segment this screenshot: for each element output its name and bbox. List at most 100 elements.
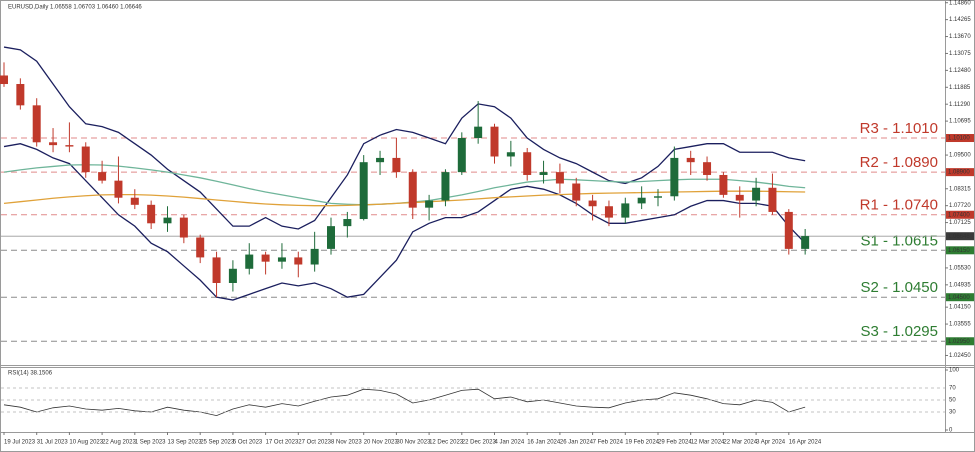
candle-body xyxy=(359,162,368,220)
candle-body xyxy=(506,152,515,157)
level-label: R2 - 1.0890 xyxy=(860,154,938,171)
y-tick-label: 1.04150 xyxy=(949,305,971,311)
candle-body xyxy=(245,254,254,269)
candle-body xyxy=(572,183,581,201)
y-tick-label: 1.10695 xyxy=(949,119,971,125)
chart-title: EURUSD,Daily 1.06558 1.06703 1.06460 1.0… xyxy=(8,5,142,11)
candle-body xyxy=(343,219,352,227)
candle-body xyxy=(130,197,139,205)
y-tick-label: 1.02450 xyxy=(949,353,971,359)
x-tick-label: 20 Nov 2023 xyxy=(364,440,399,446)
candle-body xyxy=(277,257,286,262)
x-tick-label: 25 Sep 2023 xyxy=(200,440,235,446)
x-tick-label: 22 Aug 2023 xyxy=(102,440,136,446)
candle-body xyxy=(490,126,499,157)
rsi-tick-label: 70 xyxy=(949,386,956,392)
y-tick-label: 1.12480 xyxy=(949,68,971,74)
x-tick-label: 4 Jan 2024 xyxy=(495,440,525,446)
y-tick-label: 1.09500 xyxy=(949,153,971,159)
candle-body xyxy=(98,172,107,181)
x-tick-label: 27 Oct 2023 xyxy=(298,440,331,446)
y-tick-label: 1.14265 xyxy=(949,17,971,23)
candle-body xyxy=(752,187,761,201)
rsi-tick-label: 100 xyxy=(949,368,960,374)
overlay-line xyxy=(3,143,806,301)
candle-body xyxy=(654,196,662,198)
candle-body xyxy=(16,84,25,106)
x-tick-label: 22 Dec 2023 xyxy=(462,440,497,446)
level-axis-box xyxy=(946,293,974,302)
candle-body xyxy=(801,236,810,249)
candle-body xyxy=(261,254,270,262)
x-tick-label: 30 Nov 2023 xyxy=(396,440,431,446)
rsi-tick-label: 0 xyxy=(949,428,953,434)
y-tick-label: 1.14860 xyxy=(949,0,971,6)
x-tick-label: 22 Mar 2024 xyxy=(723,440,757,446)
x-tick-label: 1 Sep 2023 xyxy=(135,440,166,446)
candle-body xyxy=(114,180,123,198)
candle-body xyxy=(147,204,156,224)
x-tick-label: 31 Jul 2023 xyxy=(37,440,69,446)
x-tick-label: 12 Dec 2023 xyxy=(429,440,464,446)
level-axis-label: 1.07400 xyxy=(948,212,970,218)
x-tick-label: 26 Jan 2024 xyxy=(560,440,594,446)
candle-body xyxy=(392,157,401,173)
rsi-label: RSI(14) 38.1506 xyxy=(8,371,53,377)
candle-body xyxy=(441,172,450,201)
x-tick-label: 17 Oct 2023 xyxy=(266,440,299,446)
current-price-label: 1.06646 xyxy=(948,234,970,240)
level-label: R3 - 1.1010 xyxy=(860,120,938,137)
rsi-tick-label: 30 xyxy=(949,410,956,416)
candle-body xyxy=(327,226,335,249)
candle-body xyxy=(65,145,74,147)
level-label: S3 - 1.0295 xyxy=(860,323,938,340)
level-axis-box xyxy=(946,134,974,143)
candle-body xyxy=(588,200,597,207)
candles xyxy=(0,62,810,298)
candle-body xyxy=(212,257,221,283)
candle-body xyxy=(670,157,679,197)
level-axis-label: 1.02950 xyxy=(948,339,970,345)
y-tick-label: 1.03555 xyxy=(949,322,971,328)
candle-body xyxy=(686,157,695,163)
y-tick-label: 1.04935 xyxy=(949,282,971,288)
candle-body xyxy=(523,152,532,175)
candle-body xyxy=(784,211,793,249)
y-tick-label: 1.05530 xyxy=(949,266,971,272)
candle-body xyxy=(196,237,205,258)
y-tick-label: 1.08315 xyxy=(949,186,971,192)
candle-body xyxy=(621,203,630,218)
y-tick-label: 1.13075 xyxy=(949,51,971,57)
level-axis-label: 1.08900 xyxy=(948,170,970,176)
level-axis-label: 1.04500 xyxy=(948,295,970,301)
level-axis-box xyxy=(946,168,974,177)
candle-body xyxy=(555,172,564,184)
overlay-line xyxy=(3,46,806,230)
level-axis-box xyxy=(946,210,974,219)
levels: R3 - 1.1010 R2 - 1.0890 R1 - 1.0740 S1 - 1.… xyxy=(1,120,945,342)
candle-body xyxy=(32,105,41,143)
rsi-line xyxy=(3,388,806,417)
x-tick-label: 12 Mar 2024 xyxy=(691,440,725,446)
x-tick-label: 19 Feb 2024 xyxy=(625,440,659,446)
candle-body xyxy=(49,142,58,146)
y-tick-label: 1.11885 xyxy=(949,85,971,91)
candle-body xyxy=(81,146,90,173)
candle-body xyxy=(703,162,712,175)
x-tick-label: 19 Jul 2023 xyxy=(4,440,36,446)
candle-body xyxy=(163,217,172,224)
y-tick-label: 1.13670 xyxy=(949,34,971,40)
candle-body xyxy=(637,197,646,204)
level-label: S1 - 1.0615 xyxy=(860,232,938,249)
level-axis-label: 1.06150 xyxy=(948,248,970,254)
candle-body xyxy=(539,172,548,175)
x-tick-label: 3 Apr 2024 xyxy=(756,440,786,446)
x-tick-label: 8 Nov 2023 xyxy=(331,440,362,446)
x-tick-label: 16 Apr 2024 xyxy=(789,440,822,446)
candle-body xyxy=(474,126,483,139)
y-tick-label: 1.07720 xyxy=(949,203,971,209)
candle-body xyxy=(376,157,385,163)
